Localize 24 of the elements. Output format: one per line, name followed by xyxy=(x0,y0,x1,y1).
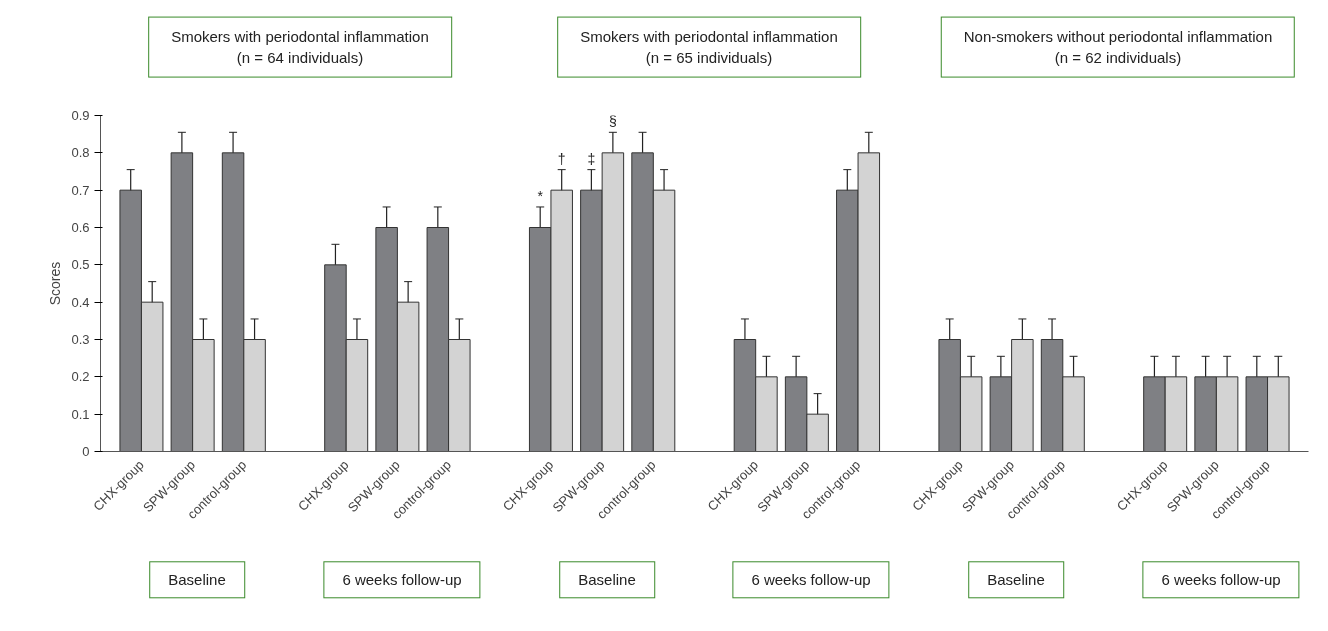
annotation: * xyxy=(537,187,544,204)
annotation: § xyxy=(608,113,617,130)
y-tick-label: 0.4 xyxy=(71,294,90,310)
y-tick-label: 0.1 xyxy=(71,406,90,422)
text: 6 weeks follow-up xyxy=(732,561,890,599)
text: 6 weeks follow-up xyxy=(1142,561,1300,599)
text: Non-smokers without periodontal inflammation (n = 62 individuals) xyxy=(940,16,1296,78)
y-tick-label: 0.5 xyxy=(71,257,90,273)
text: Smokers with periodontal inflammation (n = 64 individuals) xyxy=(148,16,452,78)
y-tick-label: 0.6 xyxy=(71,220,90,235)
y-tick-label: 0.3 xyxy=(71,332,90,347)
annotation: † xyxy=(557,150,566,167)
text: Baseline xyxy=(968,561,1064,599)
y-axis-title: Scores xyxy=(47,261,64,306)
annotation: ‡ xyxy=(587,150,596,167)
text: Baseline xyxy=(149,561,245,599)
y-tick-label: 0.8 xyxy=(71,145,90,161)
y-tick-label: 0.2 xyxy=(71,369,90,385)
text: Baseline xyxy=(559,561,655,599)
y-tick-label: 0.9 xyxy=(71,108,90,123)
text: 6 weeks follow-up xyxy=(323,561,481,599)
text: Smokers with periodontal inflammation (n = 65 individuals) xyxy=(557,16,861,78)
y-tick-label: 0 xyxy=(82,444,90,459)
y-tick-label: 0.7 xyxy=(71,182,90,198)
